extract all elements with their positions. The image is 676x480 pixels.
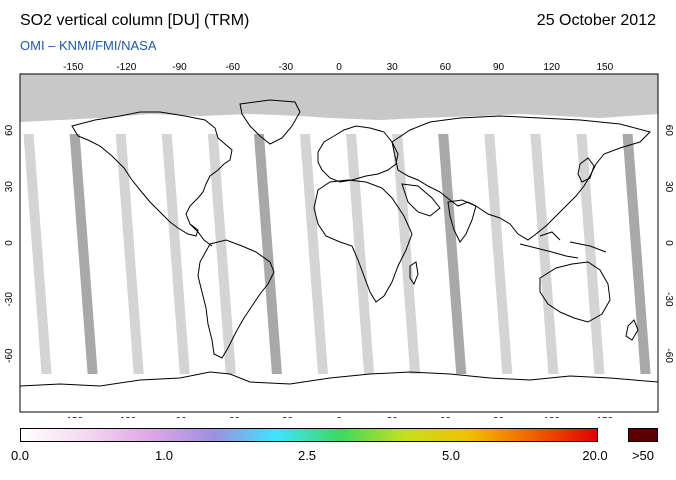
central-america-coast <box>189 223 213 247</box>
map-date: 25 October 2012 <box>536 12 656 29</box>
longitude-tick-label: -120 <box>116 62 136 73</box>
no-data-region <box>20 74 658 122</box>
longitude-tick-label: 0 <box>336 62 342 73</box>
orbit-gap-stripe <box>530 134 559 374</box>
latitude-tick-label: 60 <box>663 125 674 137</box>
latitude-tick-label: 0 <box>4 240 15 246</box>
latitude-labels-right: 60 30 0 -30 -60 <box>663 125 674 364</box>
orbit-gap-stripe <box>576 134 605 374</box>
map-title: SO2 vertical column [DU] (TRM) <box>20 12 250 29</box>
longitude-tick-label: -150 <box>63 416 83 418</box>
colorbar-tick-label: 0.0 <box>10 448 30 463</box>
orbit-gap-stripe <box>23 134 52 374</box>
madagascar-coast <box>409 261 419 286</box>
latitude-tick-label: 60 <box>4 124 15 136</box>
orbit-gap-stripe <box>161 134 190 374</box>
longitude-labels-top: -150 -120 -90 -60 -30 0 30 60 90 120 150 <box>63 62 613 73</box>
coastlines <box>20 99 658 387</box>
longitude-tick-label: -150 <box>63 62 83 73</box>
longitude-tick-label: 60 <box>440 416 452 418</box>
longitude-tick-label: 150 <box>596 416 613 418</box>
latitude-tick-label: 0 <box>663 240 674 246</box>
south-america-coast <box>197 239 275 359</box>
europe-coast <box>317 125 399 183</box>
longitude-tick-label: -90 <box>172 416 187 418</box>
arabia-coast <box>401 183 441 217</box>
orbit-gap-stripe <box>438 134 467 374</box>
colorbar-tick-label: 1.0 <box>154 448 174 463</box>
africa-coast <box>313 179 413 303</box>
longitude-tick-label: 30 <box>387 62 399 73</box>
new-zealand-coast <box>625 319 639 341</box>
orbit-gap-stripe <box>622 134 651 374</box>
orbit-gap-stripe <box>207 134 236 374</box>
latitude-tick-label: -30 <box>4 292 15 307</box>
orbit-gaps <box>23 134 651 374</box>
longitude-tick-label: -30 <box>279 416 294 418</box>
colorbar-tick-label: 20.0 <box>582 448 608 463</box>
longitude-tick-label: 120 <box>543 416 560 418</box>
australia-coast <box>539 261 611 323</box>
orbit-gap-stripe <box>115 134 144 374</box>
north-america-coast <box>71 111 233 237</box>
longitude-tick-label: -60 <box>225 416 240 418</box>
longitude-tick-label: 30 <box>387 416 399 418</box>
longitude-tick-label: 150 <box>596 62 613 73</box>
greenland-coast <box>239 99 301 145</box>
longitude-tick-label: 120 <box>543 62 560 73</box>
map-frame <box>19 73 659 413</box>
longitude-labels-bottom: -150 -120 -90 -60 -30 0 30 60 90 120 150 <box>63 416 613 418</box>
orbit-gap-stripe <box>392 134 421 374</box>
longitude-tick-label: -90 <box>172 62 187 73</box>
longitude-tick-label: 90 <box>493 62 505 73</box>
orbit-gap-stripe <box>346 134 375 374</box>
antarctica-coast <box>20 371 658 387</box>
latitude-tick-label: -60 <box>4 348 15 363</box>
colorbar-overflow-label: >50 <box>631 448 655 463</box>
colorbar-overflow-swatch <box>628 428 658 442</box>
colorbar-tick-label: 2.5 <box>297 448 317 463</box>
longitude-tick-label: -120 <box>116 416 136 418</box>
orbit-gap-stripe <box>253 134 282 374</box>
longitude-tick-label: 90 <box>493 416 505 418</box>
latitude-labels-left: 60 30 0 -30 -60 <box>4 124 15 363</box>
longitude-tick-label: -60 <box>225 62 240 73</box>
orbit-gap-stripe <box>484 134 513 374</box>
longitude-tick-label: 0 <box>336 416 342 418</box>
orbit-gap-stripe <box>300 134 329 374</box>
colorbar-tick-label: 5.0 <box>441 448 461 463</box>
colorbar <box>20 428 598 442</box>
longitude-tick-label: 60 <box>440 62 452 73</box>
longitude-tick-label: -30 <box>279 62 294 73</box>
latitude-tick-label: -60 <box>663 348 674 363</box>
latitude-tick-label: -30 <box>663 292 674 307</box>
data-source: OMI – KNMI/FMI/NASA <box>20 38 157 53</box>
indonesia-coast <box>519 231 607 259</box>
india-coast <box>447 199 477 243</box>
japan-coast <box>577 157 595 183</box>
asia-coast <box>391 115 651 241</box>
orbit-gap-stripe <box>69 134 98 374</box>
ocean-area <box>20 74 658 412</box>
latitude-tick-label: 30 <box>4 181 15 193</box>
latitude-tick-label: 30 <box>663 181 674 193</box>
